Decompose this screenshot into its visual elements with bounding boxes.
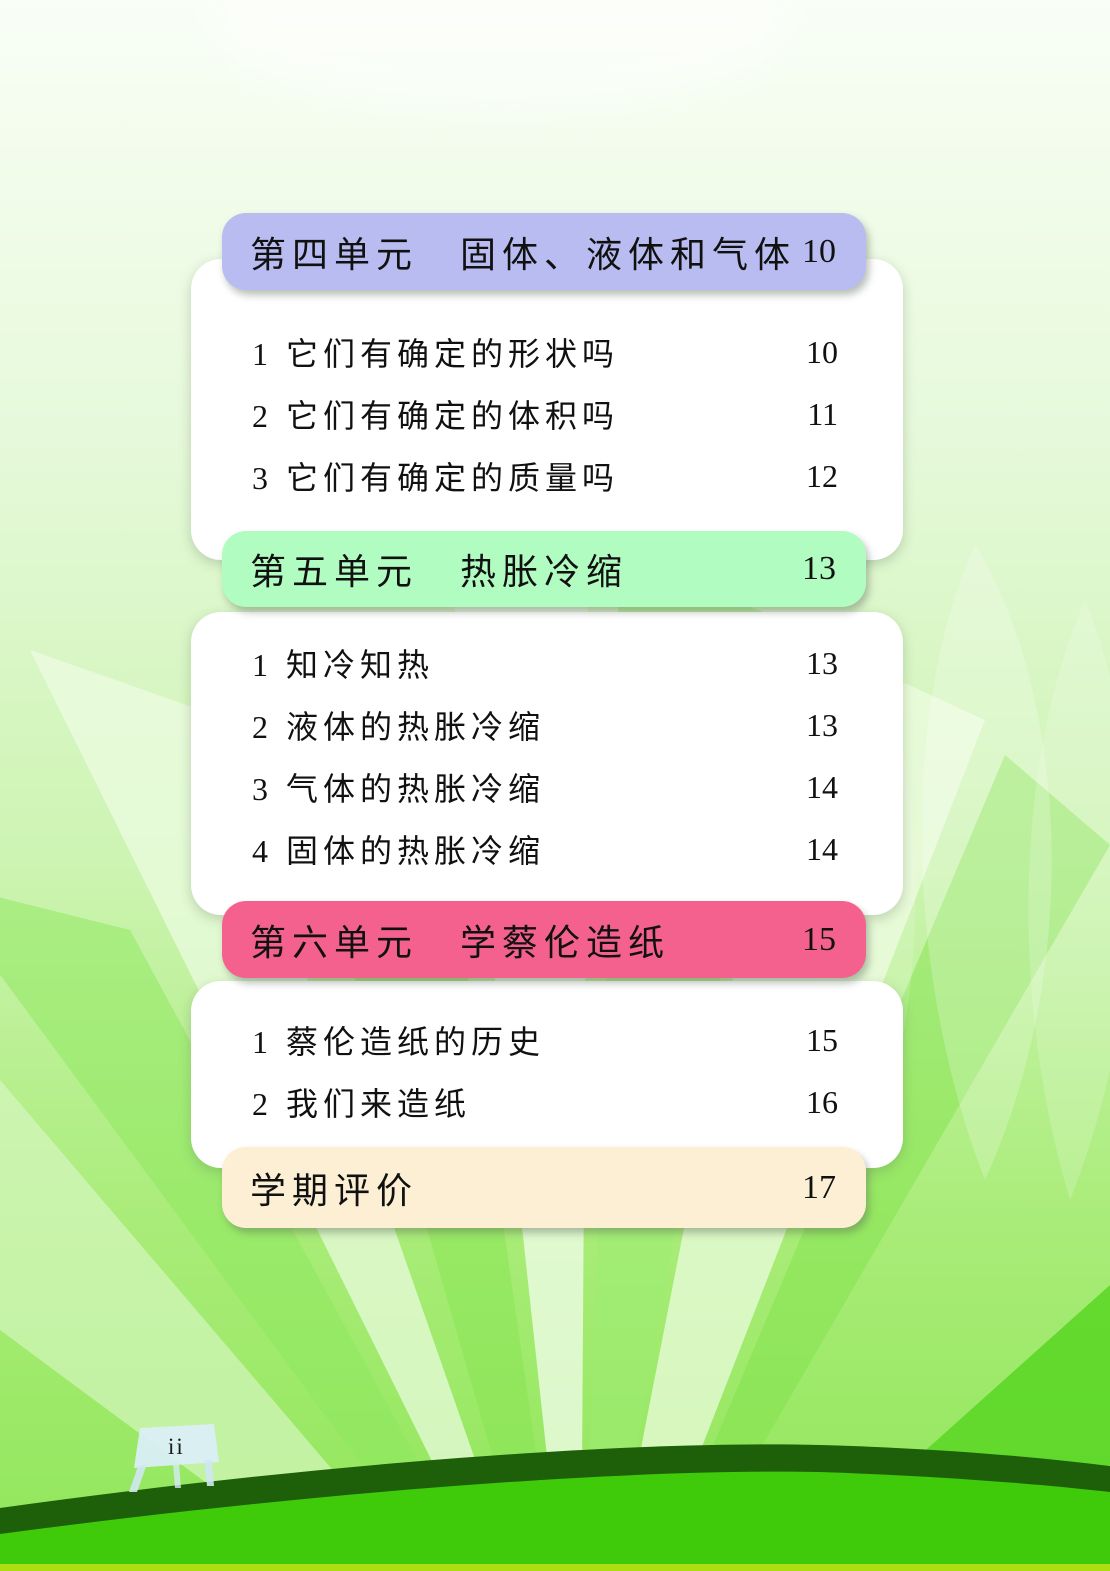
toc-item[interactable]: 2 它们有确定的体积吗 11 [252, 383, 838, 445]
toc-item-page: 13 [806, 644, 838, 681]
unit-page: 10 [802, 232, 836, 270]
unit-page: 15 [802, 920, 836, 958]
toc-unit-header-unit4[interactable]: 第四单元 固体、液体和气体 10 [222, 213, 866, 290]
toc-item[interactable]: 1 知冷知热 13 [252, 632, 838, 694]
toc-item[interactable]: 4 固体的热胀冷缩 14 [252, 818, 838, 880]
toc-item-page: 14 [806, 768, 838, 805]
toc-item[interactable]: 1 蔡伦造纸的历史 15 [252, 1009, 838, 1071]
table-icon [129, 1424, 219, 1492]
toc-card-unit4: 1 它们有确定的形状吗 10 2 它们有确定的体积吗 11 3 它们有确定的质量… [191, 259, 903, 560]
leaf-blades [0, 558, 1110, 1571]
toc-item-page: 14 [806, 830, 838, 867]
unit-page: 13 [802, 550, 836, 587]
toc-unit-header-unit6[interactable]: 第六单元 学蔡伦造纸 15 [222, 901, 866, 978]
toc-item-label: 3 气体的热胀冷缩 [252, 771, 546, 807]
toc-item[interactable]: 2 我们来造纸 16 [252, 1071, 838, 1133]
footer-page-number: ii [168, 1434, 185, 1459]
toc-item[interactable]: 3 它们有确定的质量吗 12 [252, 445, 838, 507]
wave-bright [0, 1471, 1110, 1571]
toc-item-page: 11 [807, 395, 838, 432]
toc-item-label: 3 它们有确定的质量吗 [252, 460, 620, 496]
toc-header-evaluation[interactable]: 学期评价 17 [222, 1147, 866, 1228]
toc-item-label: 2 我们来造纸 [252, 1086, 472, 1122]
toc-card-unit5: 1 知冷知热 13 2 液体的热胀冷缩 13 3 气体的热胀冷缩 14 4 固体… [191, 612, 903, 915]
toc-item-page: 16 [806, 1083, 838, 1120]
wave-yellow-line [0, 1564, 1110, 1571]
toc-item-page: 10 [806, 333, 838, 370]
toc-item-page: 12 [806, 457, 838, 494]
toc-item-page: 13 [806, 706, 838, 743]
toc-item-label: 2 它们有确定的体积吗 [252, 398, 620, 434]
toc-item[interactable]: 3 气体的热胀冷缩 14 [252, 756, 838, 818]
unit-title: 第四单元 固体、液体和气体 [250, 234, 797, 275]
toc-item-page: 15 [806, 1021, 838, 1058]
evaluation-title: 学期评价 [250, 1170, 419, 1211]
toc-item[interactable]: 1 它们有确定的形状吗 10 [252, 321, 838, 383]
toc-item-label: 4 固体的热胀冷缩 [252, 833, 546, 869]
toc-item-label: 1 知冷知热 [252, 647, 435, 683]
toc-item-label: 2 液体的热胀冷缩 [252, 709, 546, 745]
evaluation-page: 17 [802, 1168, 836, 1206]
toc-unit-header-unit5[interactable]: 第五单元 热胀冷缩 13 [222, 531, 866, 607]
unit-title: 第六单元 学蔡伦造纸 [250, 922, 671, 963]
page-footer: ii [126, 1420, 224, 1498]
toc-item-label: 1 它们有确定的形状吗 [252, 336, 620, 372]
unit-title: 第五单元 热胀冷缩 [250, 552, 629, 592]
toc-item-label: 1 蔡伦造纸的历史 [252, 1024, 546, 1060]
toc-item[interactable]: 2 液体的热胀冷缩 13 [252, 694, 838, 756]
toc-card-unit6: 1 蔡伦造纸的历史 15 2 我们来造纸 16 [191, 981, 903, 1168]
